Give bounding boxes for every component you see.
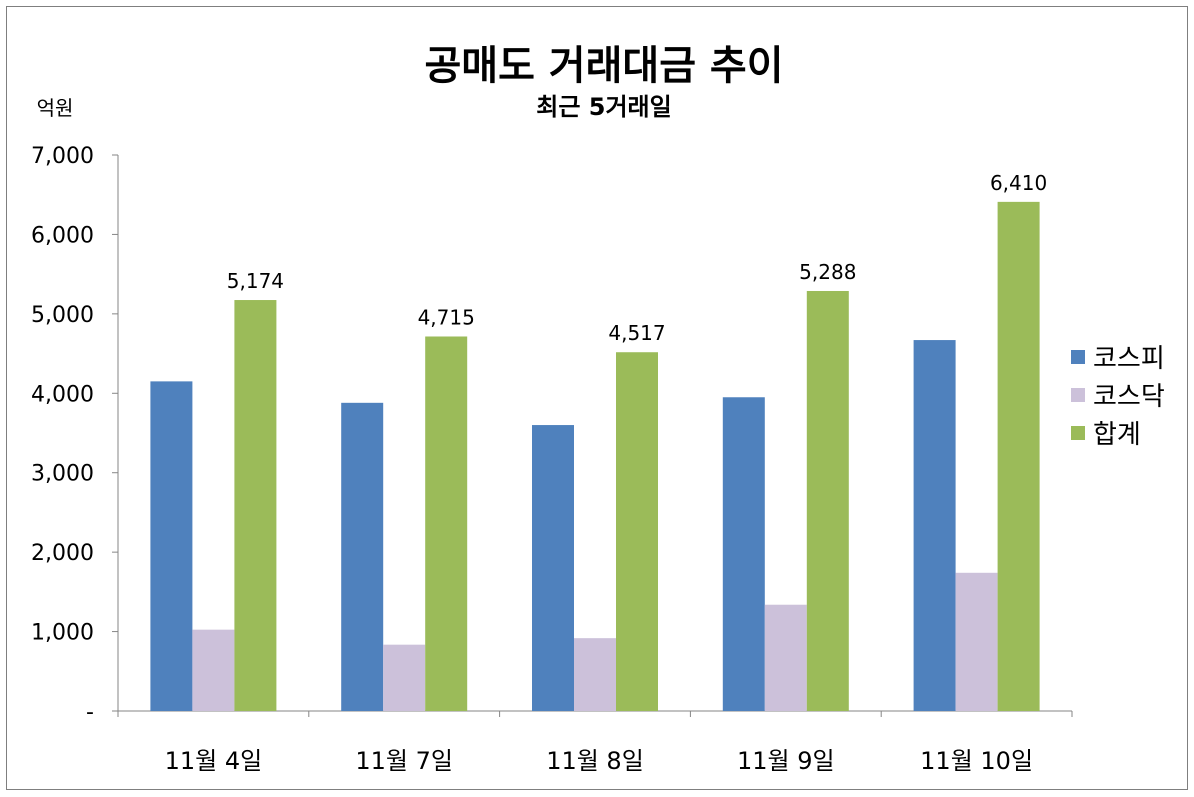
y-tick-label: 6,000 xyxy=(31,223,94,248)
legend-swatch xyxy=(1071,388,1085,402)
y-tick-label: 5,000 xyxy=(31,303,94,328)
legend-swatch xyxy=(1071,426,1085,440)
x-tick-label: 11월 7일 xyxy=(355,747,453,775)
data-label: 4,517 xyxy=(608,321,665,345)
legend-label: 합계 xyxy=(1093,420,1141,450)
legend-label: 코스닥 xyxy=(1093,382,1165,412)
bar-3-2 xyxy=(425,336,468,711)
y-axis-label: 억원 xyxy=(37,96,74,120)
y-tick-label: 1,000 xyxy=(31,621,94,646)
bar-3-4 xyxy=(806,290,849,711)
bar-1-5 xyxy=(913,340,956,711)
bar-1-3 xyxy=(532,425,574,711)
y-tick-label: 7,000 xyxy=(31,144,94,169)
bar-2-3 xyxy=(574,638,616,711)
chart-title: 공매도 거래대금 추이 xyxy=(424,43,783,89)
legend-label: 코스피 xyxy=(1093,344,1165,374)
y-tick-label: 3,000 xyxy=(31,462,94,487)
bar-1-4 xyxy=(722,397,765,711)
bar-3-1 xyxy=(234,300,277,711)
x-tick-label: 11월 8일 xyxy=(546,747,644,775)
data-label: 4,715 xyxy=(418,305,475,329)
x-tick-label: 11월 10일 xyxy=(920,747,1033,775)
data-label: 5,174 xyxy=(227,269,284,293)
bar-1-2 xyxy=(341,402,384,711)
bar-3-5 xyxy=(997,201,1040,711)
chart-subtitle: 최근 5거래일 xyxy=(536,93,671,121)
legend-swatch xyxy=(1071,350,1085,364)
bar-2-2 xyxy=(383,644,426,711)
x-tick-label: 11월 9일 xyxy=(737,747,835,775)
data-label: 6,410 xyxy=(990,171,1047,195)
bar-2-5 xyxy=(955,572,998,711)
plot-area: - 1,000 2,000 3,000 4,000 5,000 6,000 7,000 11월 … xyxy=(31,144,1073,775)
data-label: 5,288 xyxy=(799,260,856,284)
y-tick-label: 2,000 xyxy=(31,541,94,566)
bar-2-1 xyxy=(192,629,235,711)
x-tick-label: 11월 4일 xyxy=(165,747,263,775)
y-tick-label: 4,000 xyxy=(31,382,94,407)
bar-3-3 xyxy=(616,352,658,711)
bar-2-4 xyxy=(764,604,807,711)
bar-1-1 xyxy=(150,381,193,711)
chart-frame: 공매도 거래대금 추이 최근 5거래일 억원 - 1,000 2,000 3,000 4… xyxy=(6,6,1188,790)
y-tick-label: - xyxy=(86,700,94,725)
chart-svg: 공매도 거래대금 추이 최근 5거래일 억원 - 1,000 2,000 3,000 4… xyxy=(31,43,1165,775)
